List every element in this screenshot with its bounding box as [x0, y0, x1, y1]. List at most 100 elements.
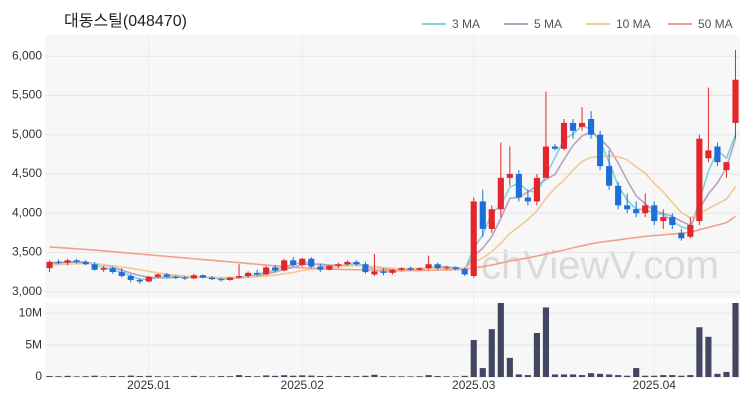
volume-bar	[434, 376, 441, 377]
candle-body	[533, 177, 540, 202]
volume-bar	[542, 307, 550, 377]
volume-bar	[371, 374, 378, 377]
volume-bar	[389, 376, 396, 377]
candle-body	[606, 166, 613, 186]
volume-bar	[290, 375, 297, 377]
candle-body	[226, 277, 234, 280]
candle-body	[633, 209, 640, 214]
candle-body	[82, 261, 89, 265]
volume-bar	[109, 375, 116, 377]
volume-bar	[335, 376, 342, 377]
volume-bar	[615, 375, 622, 377]
volume-bar	[470, 340, 477, 377]
candle-body	[389, 269, 396, 273]
volume-bar	[597, 373, 604, 377]
volume-bar	[569, 374, 577, 377]
volume-bar	[714, 373, 721, 377]
volume-bar	[163, 376, 170, 377]
price-plot-area	[45, 35, 740, 298]
candle-body	[317, 266, 324, 270]
chart-title: 대동스틸(048470)	[64, 12, 187, 30]
candle-body	[488, 209, 495, 229]
volume-bar	[317, 376, 324, 377]
candle-body	[181, 277, 188, 279]
candle-body	[560, 122, 568, 149]
volume-bar	[46, 376, 53, 377]
candle-body	[326, 265, 333, 270]
volume-bar	[217, 376, 225, 377]
candle-body	[642, 205, 649, 214]
volume-bar	[190, 375, 197, 377]
volume-bar	[578, 375, 586, 377]
candle-body	[145, 276, 152, 282]
volume-tick-label: 5M	[25, 337, 42, 351]
volume-bar	[73, 376, 80, 377]
volume-bar	[344, 375, 351, 377]
volume-bar	[326, 375, 333, 377]
candle-body	[344, 261, 351, 265]
volume-bar	[380, 376, 387, 377]
volume-bar	[606, 374, 613, 377]
volume-bar	[723, 371, 730, 377]
legend-label: 3 MA	[452, 17, 480, 31]
volume-tick-label: 10M	[19, 305, 42, 319]
volume-bar	[181, 376, 188, 377]
y-tick-label: 3,000	[12, 284, 42, 298]
y-tick-label: 6,000	[12, 48, 42, 62]
volume-bar	[705, 336, 712, 377]
volume-bar	[660, 375, 667, 377]
x-tick-label: 2025.03	[452, 378, 496, 392]
volume-bar	[588, 373, 595, 377]
volume-bar	[642, 375, 649, 377]
candle-body	[425, 264, 432, 269]
volume-bar	[425, 375, 432, 377]
y-tick-label: 5,500	[12, 88, 42, 102]
candle-body	[416, 268, 423, 270]
candle-body	[524, 197, 531, 202]
candle-body	[696, 138, 703, 222]
volume-bar	[678, 375, 685, 377]
volume-bar	[551, 374, 559, 377]
candle-body	[461, 268, 468, 275]
volume-bar	[488, 329, 495, 377]
candle-body	[290, 260, 297, 266]
y-tick-label: 3,500	[12, 245, 42, 259]
candle-body	[281, 260, 288, 271]
volume-bar	[254, 376, 261, 377]
candle-body	[91, 264, 98, 270]
candle-body	[506, 173, 513, 178]
volume-bar	[91, 375, 98, 377]
volume-bar	[208, 376, 216, 377]
volume-bar	[524, 375, 531, 377]
candle-body	[263, 267, 270, 275]
volume-bar	[533, 332, 540, 377]
volume-bar	[452, 376, 459, 377]
volume-tick-label: 0	[35, 369, 42, 383]
candle-body	[73, 260, 80, 262]
candle-body	[588, 119, 595, 135]
candle-body	[660, 217, 667, 222]
volume-bar	[624, 375, 631, 377]
volume-bar	[732, 303, 739, 377]
candle-body	[254, 272, 261, 275]
legend-label: 5 MA	[534, 17, 562, 31]
volume-bar	[127, 375, 134, 377]
candle-body	[371, 271, 378, 275]
volume-bar	[272, 375, 279, 377]
volume-bar	[199, 376, 207, 377]
candle-body	[64, 260, 71, 263]
volume-bar	[515, 374, 522, 377]
volume-bar	[398, 376, 405, 377]
candle-body	[542, 146, 550, 178]
candle-body	[163, 274, 170, 277]
volume-bar	[118, 376, 125, 377]
candle-body	[723, 162, 730, 171]
y-tick-label: 4,500	[12, 166, 42, 180]
candle-body	[434, 264, 441, 269]
x-tick-label: 2025.01	[127, 378, 171, 392]
volume-bar	[407, 376, 414, 377]
candle-body	[245, 272, 252, 277]
candle-body	[100, 268, 107, 270]
volume-bar	[479, 368, 486, 377]
